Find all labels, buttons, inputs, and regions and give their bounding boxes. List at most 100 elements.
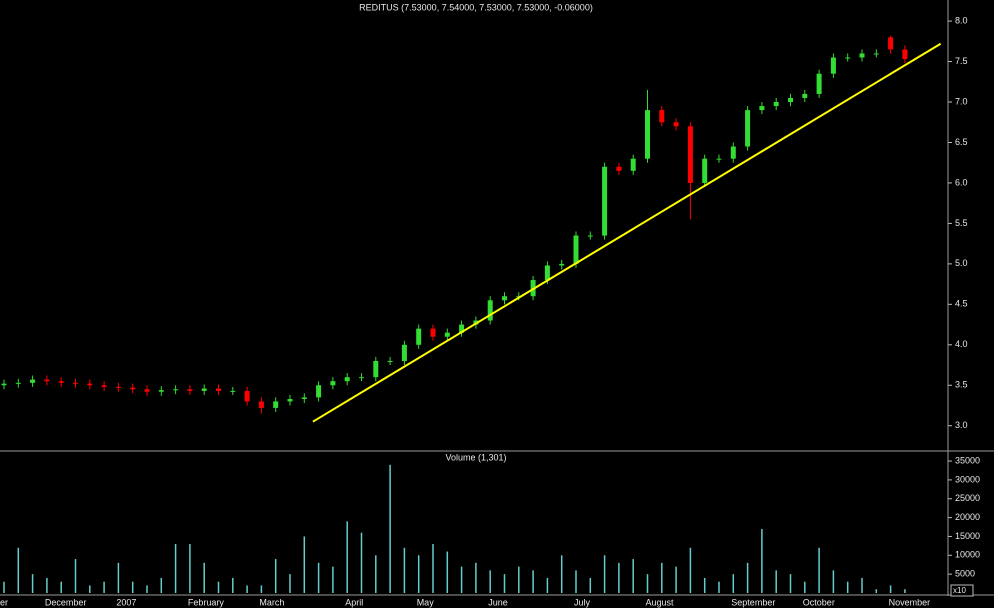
candle-body (573, 235, 579, 264)
candle-body (802, 93, 808, 98)
volume-bar (804, 581, 806, 593)
volume-bar (232, 577, 234, 593)
volume-bar (489, 570, 491, 593)
candle-body (659, 110, 665, 123)
candle-body (702, 158, 708, 183)
y-tick-label: 20000 (955, 512, 980, 522)
candle-body (158, 390, 164, 392)
volume-bar (375, 555, 377, 593)
candle-body (101, 385, 107, 387)
candle-body (273, 401, 279, 408)
x-tick-label: May (417, 597, 435, 607)
candle-body (216, 388, 221, 391)
candle-body (544, 265, 550, 281)
volume-bar (575, 570, 577, 593)
candle-body (502, 296, 507, 301)
volume-bar (3, 581, 5, 593)
volume-bar (560, 555, 563, 593)
y-tick-label: 30000 (955, 474, 980, 484)
candle-body (759, 106, 765, 111)
volume-bar (203, 562, 205, 593)
volume-bar (875, 589, 878, 593)
x-tick-label: April (345, 597, 363, 607)
candle-body (444, 332, 450, 337)
x-tick-label: October (803, 597, 835, 607)
candle-body (30, 379, 36, 383)
volume-bar (532, 570, 534, 593)
trendline (312, 42, 942, 423)
volume-bar (74, 559, 77, 593)
volume-bar (603, 555, 606, 593)
volume-bar (389, 464, 391, 593)
x-tick-label: November (889, 597, 931, 607)
volume-bar (632, 559, 634, 593)
volume-bar (103, 581, 105, 593)
x-tick-label: March (259, 597, 284, 607)
candle-body (673, 122, 679, 127)
candle-body (344, 377, 350, 382)
volume-bar (889, 585, 892, 593)
x-tick-label: er (0, 597, 8, 607)
candle-body (416, 328, 422, 345)
candle-body (201, 388, 207, 391)
volume-title: Volume (1,301) (445, 452, 506, 462)
volume-bar (846, 581, 849, 593)
x-tick-label: July (574, 597, 591, 607)
candle-body (287, 399, 293, 402)
candle-body (58, 381, 64, 383)
candle-body (173, 389, 179, 391)
candle-body (130, 387, 136, 390)
volume-bar (289, 574, 291, 593)
volume-bar (661, 562, 663, 593)
volume-bar (646, 574, 649, 593)
candle-body (401, 344, 407, 361)
volume-bar (818, 547, 820, 593)
candle-body (830, 57, 836, 74)
candle-body (745, 110, 751, 147)
volume-bar (689, 547, 692, 593)
candle-body (587, 235, 593, 237)
candle-body (87, 383, 93, 386)
candle-body (873, 53, 879, 55)
y-tick-label: 8.0 (955, 15, 968, 25)
y-tick-label: 4.0 (955, 339, 968, 349)
volume-bar (160, 577, 163, 593)
candle-body (616, 166, 622, 171)
y-tick-label: 4.5 (955, 299, 968, 309)
volume-bar (518, 566, 520, 593)
multiplier-label: x10 (953, 586, 966, 595)
volume-bar (417, 555, 420, 593)
y-tick-label: 5.5 (955, 218, 968, 228)
candle-body (430, 328, 436, 337)
candle-body (187, 389, 193, 391)
volume-bar (117, 562, 120, 593)
volume-bar (217, 581, 220, 593)
volume-bar (675, 566, 677, 593)
candle-body (301, 397, 307, 400)
y-tick-label: 6.5 (955, 137, 968, 147)
x-tick-label: February (188, 597, 225, 607)
candle-body (230, 390, 236, 392)
volume-bar (432, 543, 434, 593)
y-tick-label: 10000 (955, 550, 980, 560)
volume-bar (317, 562, 320, 593)
candle-body (44, 379, 50, 382)
volume-bar (346, 521, 348, 593)
candle-body (73, 382, 78, 384)
candle-body (373, 360, 379, 378)
volume-bar (789, 574, 792, 593)
candle-body (559, 263, 565, 266)
volume-bar (403, 547, 406, 593)
candle-body (716, 158, 722, 160)
volume-bar (746, 562, 749, 593)
volume-bar (146, 585, 148, 593)
volume-bar (503, 574, 506, 593)
y-tick-label: 7.5 (955, 56, 968, 66)
y-tick-label: 3.5 (955, 380, 968, 390)
volume-bar (31, 574, 34, 593)
y-tick-label: 5000 (955, 569, 975, 579)
volume-bar (475, 562, 477, 593)
candle-body (144, 389, 150, 392)
volume-bar (303, 536, 306, 593)
